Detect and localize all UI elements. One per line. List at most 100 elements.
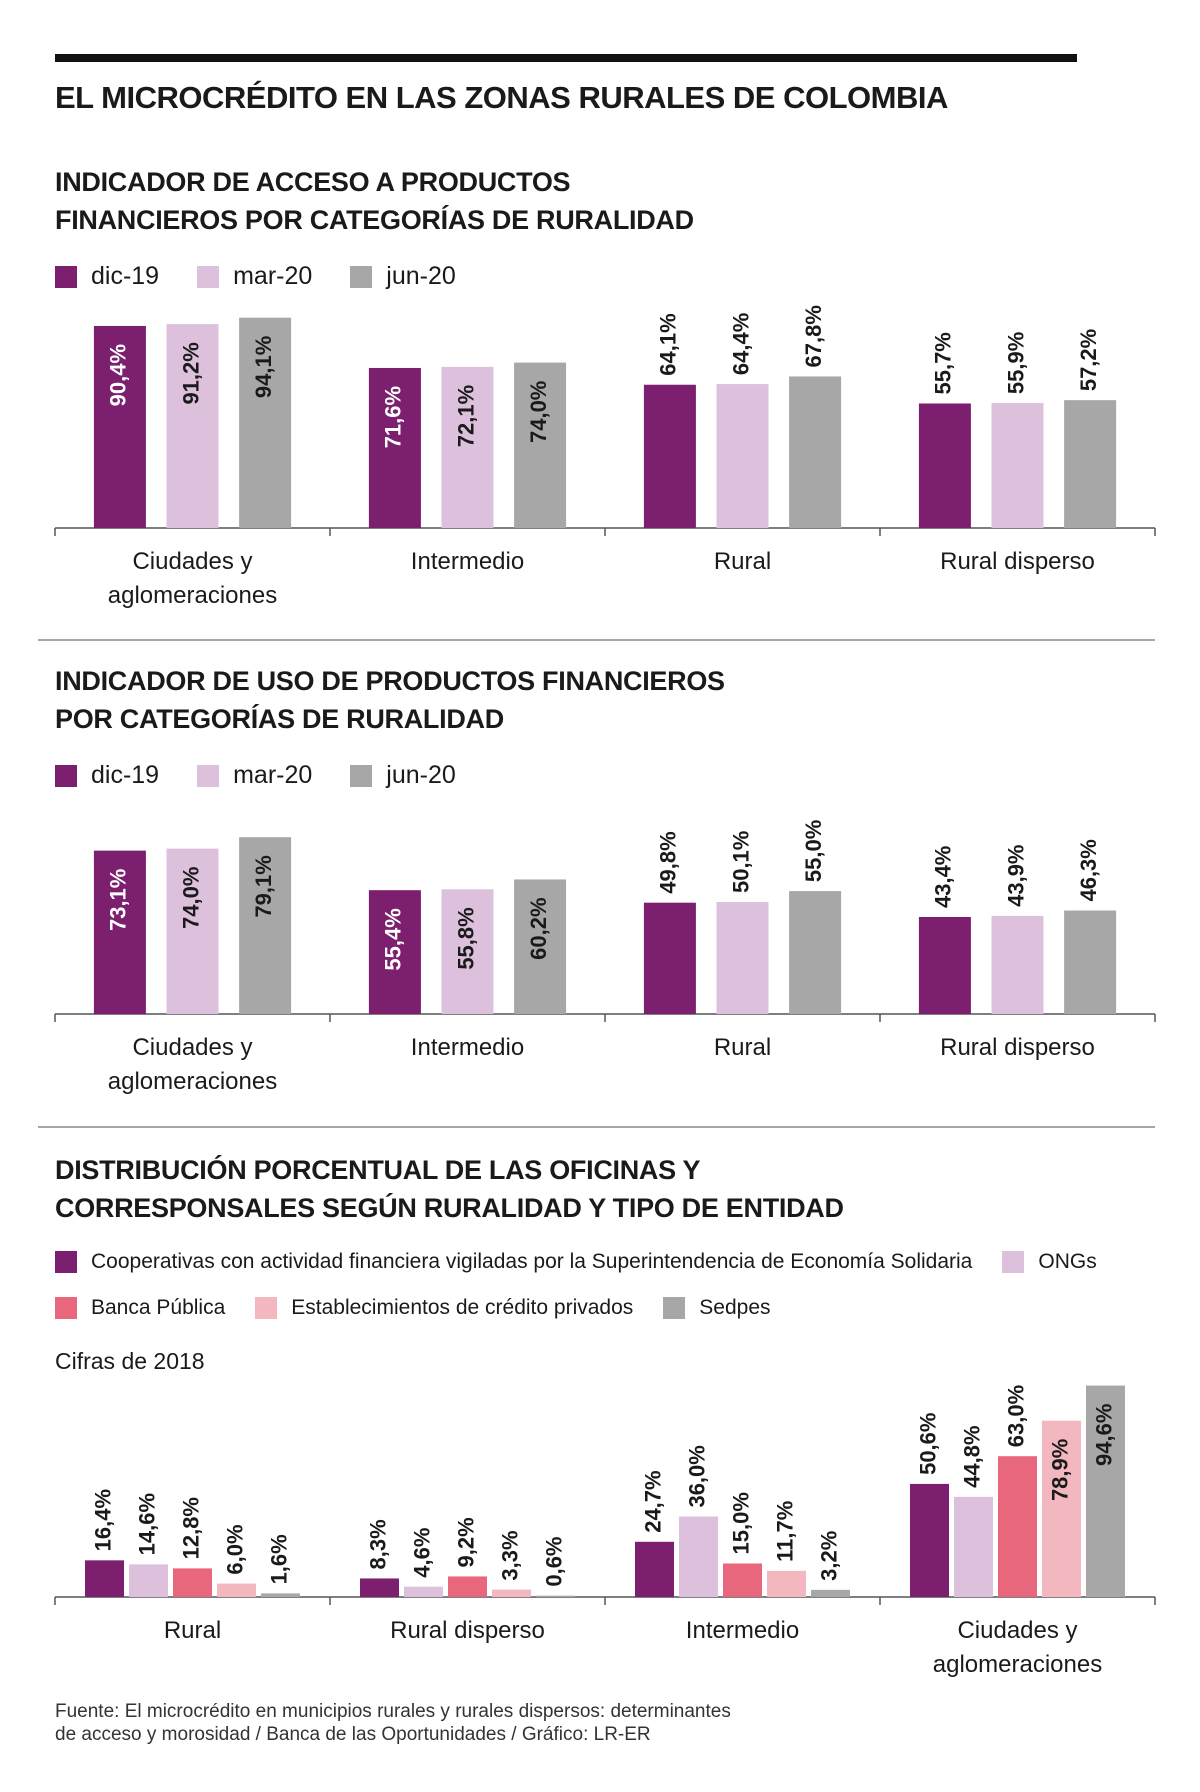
bar (93, 325, 146, 528)
bar (129, 1564, 168, 1597)
legend-label: Establecimientos de crédito privados (291, 1296, 634, 1319)
bar (1064, 400, 1117, 528)
legend-item: Cooperativas con actividad financiera vi… (55, 1250, 972, 1274)
legend-swatch (55, 1251, 77, 1273)
value-label: 3,3% (497, 1530, 522, 1580)
top-rule (55, 54, 1077, 62)
legend-item: dic-19 (55, 761, 159, 790)
section-title: INDICADOR DE ACCESO A PRODUCTOS FINANCIE… (55, 167, 694, 235)
value-label: 79,1% (251, 855, 276, 917)
legend: dic-19 mar-20 jun-20 (55, 761, 1155, 790)
legend-label: Cooperativas con actividad financiera vi… (91, 1250, 973, 1273)
legend-item: Banca Pública (55, 1296, 225, 1320)
bar (217, 1583, 256, 1597)
legend-label: Sedpes (699, 1296, 771, 1319)
bar (448, 1576, 487, 1597)
legend-swatch (663, 1297, 686, 1319)
bar (723, 1563, 762, 1597)
category-label: Rural disperso (940, 548, 1095, 575)
bar (441, 366, 494, 528)
bar (954, 1496, 993, 1597)
source: Fuente: El microcrédito en municipios ru… (55, 1701, 731, 1745)
value-label: 0,6% (541, 1537, 566, 1587)
value-label: 4,6% (409, 1528, 434, 1578)
section-title: INDICADOR DE USO DE PRODUCTOS FINANCIERO… (55, 666, 725, 734)
value-label: 67,8% (801, 305, 826, 367)
legend-label: jun-20 (386, 761, 456, 789)
bar (239, 317, 292, 528)
bar (173, 1568, 212, 1597)
value-label: 60,2% (526, 897, 551, 959)
bar (404, 1586, 443, 1597)
legend-swatch (350, 764, 373, 787)
bar (360, 1578, 399, 1597)
value-label: 72,1% (453, 385, 478, 447)
legend: Cooperativas con actividad financiera vi… (55, 1250, 1155, 1320)
bar (811, 1589, 850, 1597)
bar (536, 1595, 575, 1597)
legend-label: mar-20 (233, 262, 313, 290)
value-label: 11,7% (772, 1501, 797, 1562)
category-label: Rural (713, 548, 772, 575)
bar (261, 1593, 300, 1597)
legend-swatch (1002, 1251, 1025, 1273)
category-label: Ciudades y aglomeraciones (107, 548, 278, 609)
legend-item: jun-20 (350, 761, 456, 790)
value-label: 74,0% (178, 867, 203, 929)
bar (368, 890, 421, 1014)
legend-swatch (55, 1297, 77, 1319)
value-label: 50,6% (915, 1413, 940, 1475)
legend-swatch (55, 265, 77, 288)
value-label: 3,2% (816, 1531, 841, 1581)
value-label: 90,4% (106, 344, 131, 406)
legend-item: dic-19 (55, 262, 159, 291)
value-label: 46,3% (1076, 839, 1101, 901)
category-label: Rural (163, 1617, 222, 1644)
category-label: Ciudades y aglomeraciones (107, 1034, 278, 1095)
value-label: 16,4% (90, 1489, 115, 1551)
legend-swatch (255, 1297, 278, 1319)
bar (789, 376, 842, 528)
value-label: 91,2% (178, 342, 203, 404)
value-label: 36,0% (684, 1445, 709, 1507)
value-label: 55,9% (1003, 332, 1028, 394)
value-label: 50,1% (728, 831, 753, 893)
category-label: Rural disperso (390, 1617, 545, 1644)
bar (643, 384, 696, 528)
value-label: 74,0% (526, 381, 551, 443)
page-title: EL MICROCRÉDITO EN LAS ZONAS RURALES DE … (55, 80, 948, 115)
bar (998, 1456, 1037, 1597)
value-label: 78,9% (1047, 1439, 1072, 1501)
legend: dic-19 mar-20 jun-20 (55, 262, 1155, 291)
legend-label: dic-19 (91, 761, 160, 789)
note: Cifras de 2018 (55, 1348, 205, 1374)
bar (991, 403, 1044, 528)
value-label: 94,6% (1091, 1404, 1116, 1466)
value-label: 43,9% (1003, 844, 1028, 906)
value-label: 71,6% (381, 386, 406, 448)
bar (368, 367, 421, 528)
bar (679, 1516, 718, 1597)
legend-swatch (197, 265, 220, 288)
bar (93, 850, 146, 1014)
legend-label: dic-19 (91, 262, 160, 290)
bar (1086, 1385, 1125, 1597)
legend-swatch (350, 265, 373, 288)
bar (166, 848, 219, 1014)
legend-label: Banca Pública (91, 1296, 226, 1319)
legend-item: jun-20 (350, 262, 456, 291)
value-label: 12,8% (178, 1497, 203, 1559)
bar (918, 917, 971, 1014)
bar (767, 1570, 806, 1597)
legend-item: ONGs (1002, 1250, 1097, 1274)
bar (85, 1560, 124, 1597)
legend-item: mar-20 (197, 262, 312, 291)
value-label: 49,8% (656, 831, 681, 893)
bar (492, 1589, 531, 1597)
value-label: 8,3% (365, 1519, 390, 1569)
value-label: 14,6% (134, 1493, 159, 1555)
category-label: Intermedio (685, 1617, 800, 1644)
category-label: Rural (713, 1034, 772, 1061)
